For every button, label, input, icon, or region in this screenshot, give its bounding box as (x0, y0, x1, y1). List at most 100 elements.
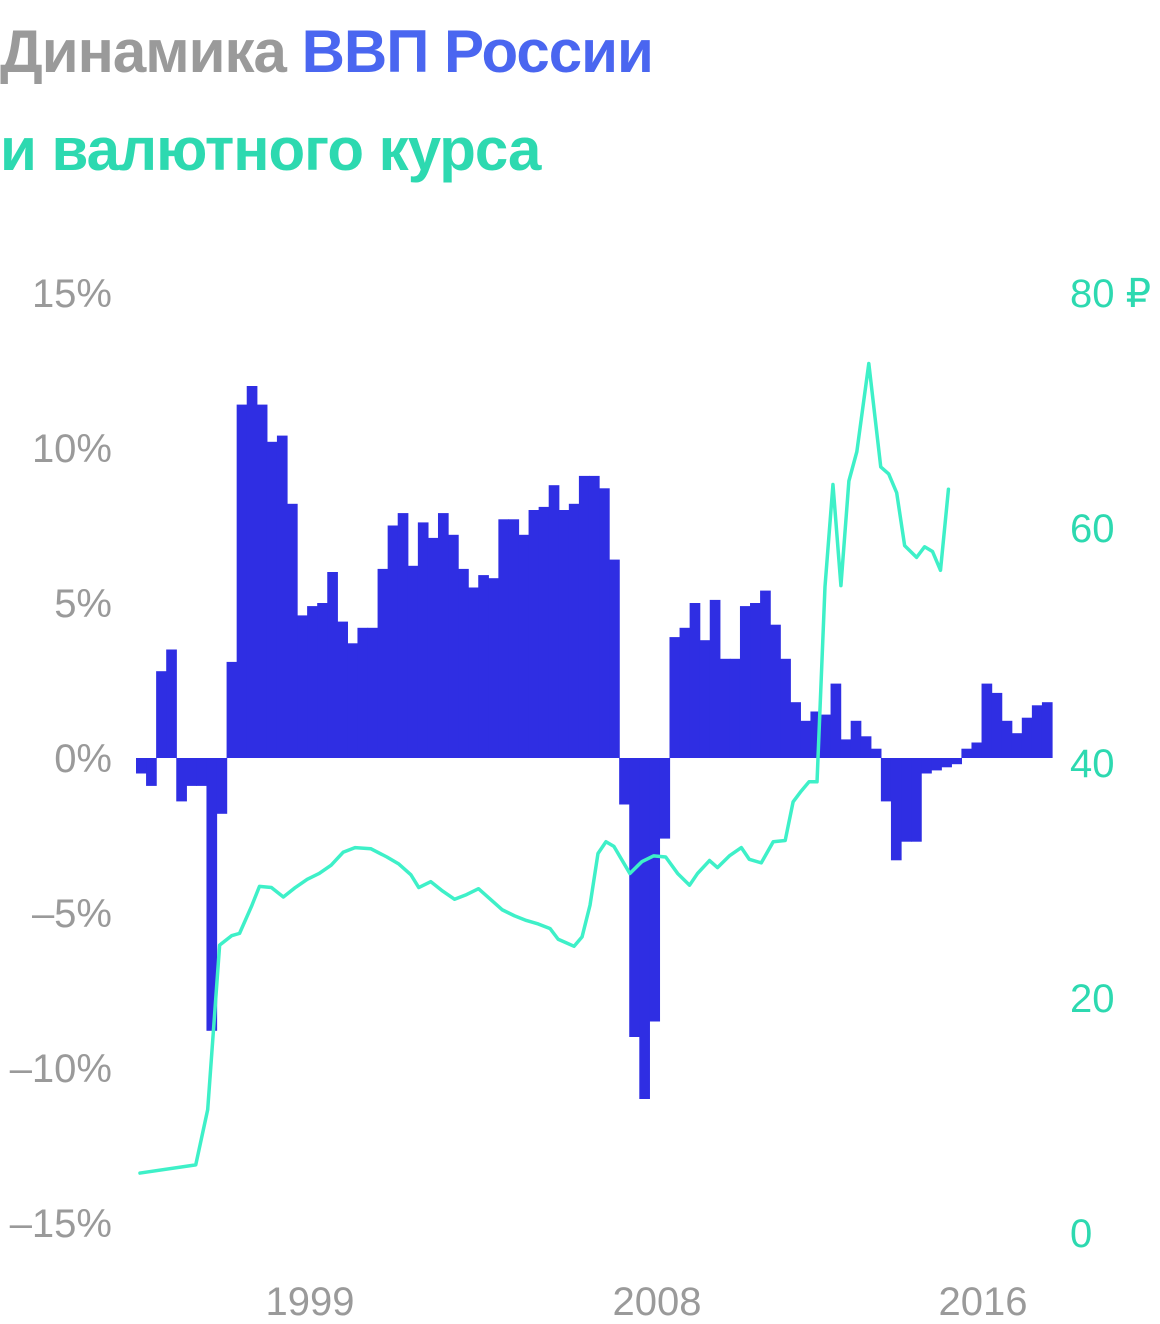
x-tick-label: 2016 (939, 1280, 1028, 1324)
gdp-bar (699, 640, 711, 758)
gdp-bar (146, 758, 157, 786)
gdp-bar (790, 702, 801, 758)
gdp-bar (729, 658, 741, 758)
gdp-bar (921, 758, 932, 774)
gdp-bar (1021, 717, 1033, 758)
gdp-bar (870, 748, 882, 758)
chart-subtitle: и валютного курса (0, 116, 541, 183)
gdp-bar (216, 758, 228, 814)
x-tick-label: 1999 (266, 1280, 355, 1324)
gdp-bar (609, 559, 620, 758)
gdp-bar (468, 587, 479, 758)
gdp-bar (327, 572, 338, 758)
gdp-bar (508, 519, 520, 758)
left-tick-label: 5% (54, 582, 112, 626)
gdp-bar (347, 643, 359, 758)
left-tick-label: 15% (32, 272, 112, 316)
gdp-bar (518, 534, 530, 758)
right-tick-label: 80 ₽ (1070, 272, 1151, 316)
gdp-bar (880, 758, 892, 802)
gdp-bar (297, 615, 308, 758)
gdp-bar (1011, 733, 1023, 758)
gdp-bar (367, 627, 379, 758)
gdp-bar (528, 510, 540, 758)
gdp-bar (166, 649, 177, 758)
gdp-bar (961, 748, 973, 758)
gdp-bar (478, 575, 489, 758)
gdp-bar (830, 683, 842, 758)
left-tick-label: 10% (32, 427, 112, 471)
gdp-bar (156, 671, 167, 758)
gdp-bar (588, 475, 600, 758)
right-tick-label: 40 (1070, 742, 1115, 786)
gdp-bar (780, 658, 791, 758)
gdp-bar (357, 627, 369, 758)
gdp-bar (548, 485, 560, 758)
gdp-bar (659, 758, 671, 839)
gdp-bar (276, 435, 288, 758)
gdp-bar (458, 568, 469, 758)
gdp-bar (629, 758, 640, 1037)
gdp-bar (578, 475, 590, 758)
right-axis: 80 ₽ 60 40 20 0 (1070, 272, 1151, 1256)
gdp-bar (498, 519, 510, 758)
gdp-bar (387, 525, 399, 758)
gdp-bar (840, 739, 852, 758)
gdp-bar (890, 758, 902, 861)
gdp-bar (860, 736, 872, 758)
gdp-bar (770, 624, 781, 758)
right-tick-label: 20 (1070, 977, 1115, 1021)
gdp-bar (719, 658, 731, 758)
gdp-bar (417, 522, 429, 758)
gdp-bar (981, 683, 993, 758)
gdp-bar (820, 714, 832, 758)
title-part-gdp: ВВП России (301, 18, 654, 85)
gdp-bar (226, 661, 238, 758)
gdp-bar (266, 441, 278, 758)
gdp-bar (1041, 702, 1053, 758)
exchange-rate-line (138, 361, 951, 1175)
gdp-bar (337, 621, 348, 758)
gdp-bar (448, 534, 459, 758)
gdp-bars (136, 386, 1053, 1099)
gdp-bar (317, 603, 328, 758)
gdp-bar (901, 758, 912, 842)
gdp-bar (911, 758, 922, 842)
left-tick-label: –5% (32, 892, 112, 936)
chart-title: Динамика ВВП России (0, 22, 654, 82)
gdp-bar (196, 758, 208, 786)
gdp-bar (256, 404, 268, 758)
gdp-bar (599, 488, 610, 758)
gdp-bar (800, 720, 812, 758)
gdp-bar (206, 758, 218, 1031)
left-tick-label: –10% (10, 1047, 112, 1091)
gdp-bar (750, 603, 761, 758)
gdp-bar (538, 506, 550, 758)
left-tick-label: 0% (54, 737, 112, 781)
gdp-bar (437, 513, 449, 758)
left-axis: 15% 10% 5% 0% –5% –10% –15% (10, 272, 112, 1246)
x-axis: 1999 2008 2016 (266, 1280, 1028, 1324)
gdp-bar (850, 720, 862, 758)
gdp-bar (951, 758, 963, 765)
gdp-bar (689, 603, 701, 758)
left-tick-label: –15% (10, 1202, 112, 1246)
gdp-bar (236, 404, 248, 758)
gdp-bar (709, 599, 721, 758)
gdp-bar (1001, 720, 1013, 758)
gdp-bar (941, 758, 952, 768)
gdp-bar (136, 758, 147, 774)
gdp-bar (568, 503, 580, 758)
gdp-bar (649, 758, 661, 1022)
gdp-bar (679, 627, 691, 758)
gdp-bar (307, 606, 318, 758)
gdp-bar (176, 758, 187, 802)
gdp-bar (971, 742, 983, 758)
gdp-bar (760, 590, 771, 758)
gdp-bar (246, 386, 258, 758)
gdp-bar (991, 692, 1003, 758)
gdp-bar (558, 510, 570, 758)
gdp-bar (639, 758, 650, 1099)
gdp-bar (427, 537, 439, 758)
